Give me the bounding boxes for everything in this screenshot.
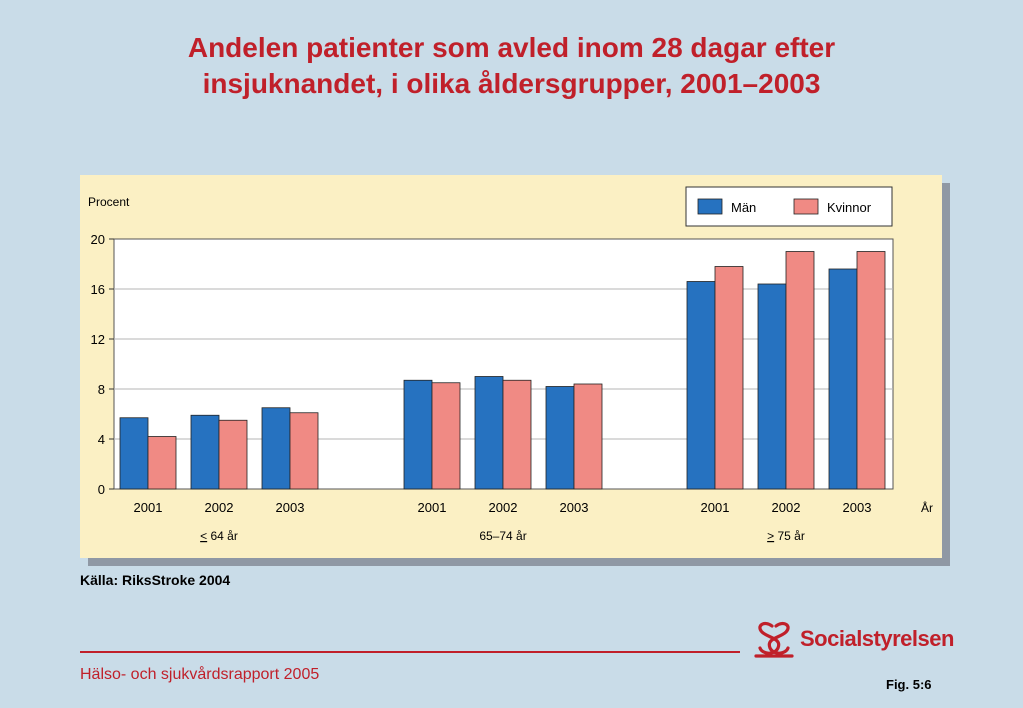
legend-label: Kvinnor	[827, 200, 872, 215]
logo-emblem-icon	[754, 621, 794, 658]
x-tick-label: 2001	[701, 500, 730, 515]
bar-man-g1-2002	[474, 376, 504, 490]
bar-man-g2-2002	[757, 283, 787, 490]
bar-chart: 0 4 8 12 16 20 Procent 2001 2002 2003 < 64 år 2001 2…	[88, 186, 933, 543]
bar-kvinnor-g2-2003	[856, 251, 886, 490]
y-axis-label: Procent	[88, 195, 130, 209]
bar-man-g0-2003	[261, 407, 291, 490]
x-tick-label: 2003	[560, 500, 589, 515]
group-label: > 75 år	[767, 529, 805, 543]
x-tick-label: 2003	[843, 500, 872, 515]
y-tick-label: 4	[98, 432, 105, 447]
x-tick-label: 2002	[489, 500, 518, 515]
chart-panel: 0 4 8 12 16 20 Procent 2001 2002 2003 < 64 år 2001 2…	[80, 175, 942, 558]
y-tick-label: 16	[91, 282, 105, 297]
x-tick-label: 2002	[772, 500, 801, 515]
bar-kvinnor-g1-2003	[573, 383, 603, 490]
group-label: 65–74 år	[479, 529, 526, 543]
y-tick-label: 8	[98, 382, 105, 397]
group-label: < 64 år	[200, 529, 238, 543]
bar-kvinnor-g0-2001	[147, 436, 177, 490]
y-tick-label: 0	[98, 482, 105, 497]
legend-swatch	[793, 198, 819, 215]
bar-kvinnor-g2-2002	[785, 251, 815, 490]
bar-man-g1-2003	[545, 386, 575, 490]
bar-man-g1-2001	[403, 379, 433, 490]
logo-wordmark: Socialstyrelsen	[800, 626, 954, 651]
y-tick-label: 12	[91, 332, 105, 347]
x-axis-label: År	[921, 500, 933, 515]
bar-kvinnor-g1-2001	[431, 382, 461, 490]
bar-kvinnor-g2-2001	[714, 266, 744, 490]
bar-kvinnor-g0-2002	[218, 419, 248, 490]
bar-man-g2-2001	[686, 281, 716, 490]
bar-man-g0-2001	[119, 417, 149, 490]
x-tick-label: 2001	[134, 500, 163, 515]
x-tick-label: 2001	[418, 500, 447, 515]
bar-kvinnor-g1-2002	[502, 379, 532, 490]
x-tick-label: 2002	[205, 500, 234, 515]
legend-label: Män	[731, 200, 756, 215]
slide-title: Andelen patienter som avled inom 28 daga…	[0, 30, 1023, 102]
y-tick-label: 20	[91, 232, 105, 247]
legend-swatch	[697, 198, 723, 215]
figure-number: Fig. 5:6	[886, 677, 932, 692]
bar-kvinnor-g0-2003	[289, 412, 319, 490]
bar-man-g0-2002	[190, 414, 220, 490]
title-line-1: Andelen patienter som avled inom 28 daga…	[187, 32, 836, 63]
bar-man-g2-2003	[828, 268, 858, 490]
source-note: Källa: RiksStroke 2004	[80, 572, 231, 588]
x-tick-label: 2003	[276, 500, 305, 515]
socialstyrelsen-logo: Socialstyrelsen	[752, 618, 954, 660]
report-name: Hälso- och sjukvårdsrapport 2005	[80, 666, 320, 683]
footer-divider	[80, 651, 740, 653]
title-line-2: insjuknandet, i olika åldersgrupper, 200…	[202, 68, 821, 99]
